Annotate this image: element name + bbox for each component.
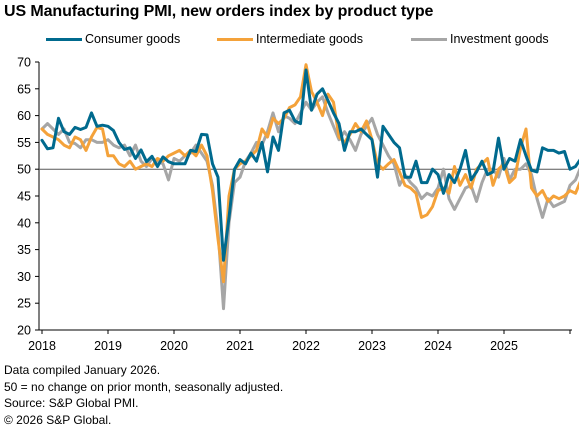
x-tick-label: 2020 <box>160 339 188 353</box>
legend-swatch-investment-goods <box>411 37 447 41</box>
note-index-definition: 50 = no change on prior month, seasonall… <box>4 379 284 394</box>
x-tick-label: 2018 <box>28 339 56 353</box>
x-tick-label: 2023 <box>358 339 386 353</box>
y-tick-label: 60 <box>17 109 31 123</box>
x-tick-label: 2025 <box>490 339 518 353</box>
chart-title: US Manufacturing PMI, new orders index b… <box>4 3 434 20</box>
x-tick-label: 2022 <box>292 339 320 353</box>
y-tick-label: 25 <box>17 297 31 311</box>
y-tick-label: 30 <box>17 270 31 284</box>
y-tick-label: 55 <box>17 136 31 150</box>
legend-swatch-consumer-goods <box>46 37 82 41</box>
legend-label-intermediate-goods: Intermediate goods <box>256 32 364 46</box>
legend-item-intermediate-goods: Intermediate goods <box>217 32 363 46</box>
y-tick-label: 70 <box>17 56 31 70</box>
y-tick-label: 40 <box>17 216 31 230</box>
y-tick-label: 35 <box>17 243 31 257</box>
note-data-compiled: Data compiled January 2026. <box>4 363 161 377</box>
legend-swatch-intermediate-goods <box>217 37 253 41</box>
chart-notes: Data compiled January 2026. 50 = no chan… <box>4 362 283 428</box>
y-tick-label: 20 <box>17 324 31 338</box>
chart-legend: Consumer goods Intermediate goods Invest… <box>0 32 579 48</box>
legend-item-consumer-goods: Consumer goods <box>46 32 180 46</box>
series-line-investment-goods <box>40 95 579 311</box>
note-copyright: © 2026 S&P Global. <box>4 412 112 427</box>
series-line-consumer-goods <box>40 68 579 262</box>
y-tick-label: 50 <box>17 163 31 177</box>
y-tick-label: 65 <box>17 82 31 96</box>
x-tick-label: 2019 <box>94 339 122 353</box>
legend-label-consumer-goods: Consumer goods <box>85 32 181 46</box>
y-tick-label: 45 <box>17 190 31 204</box>
x-tick-label: 2021 <box>226 339 254 353</box>
legend-item-investment-goods: Investment goods <box>411 32 549 46</box>
legend-label-investment-goods: Investment goods <box>450 32 549 46</box>
note-source: Source: S&P Global PMI. <box>4 396 139 410</box>
x-tick-label: 2024 <box>424 339 452 353</box>
